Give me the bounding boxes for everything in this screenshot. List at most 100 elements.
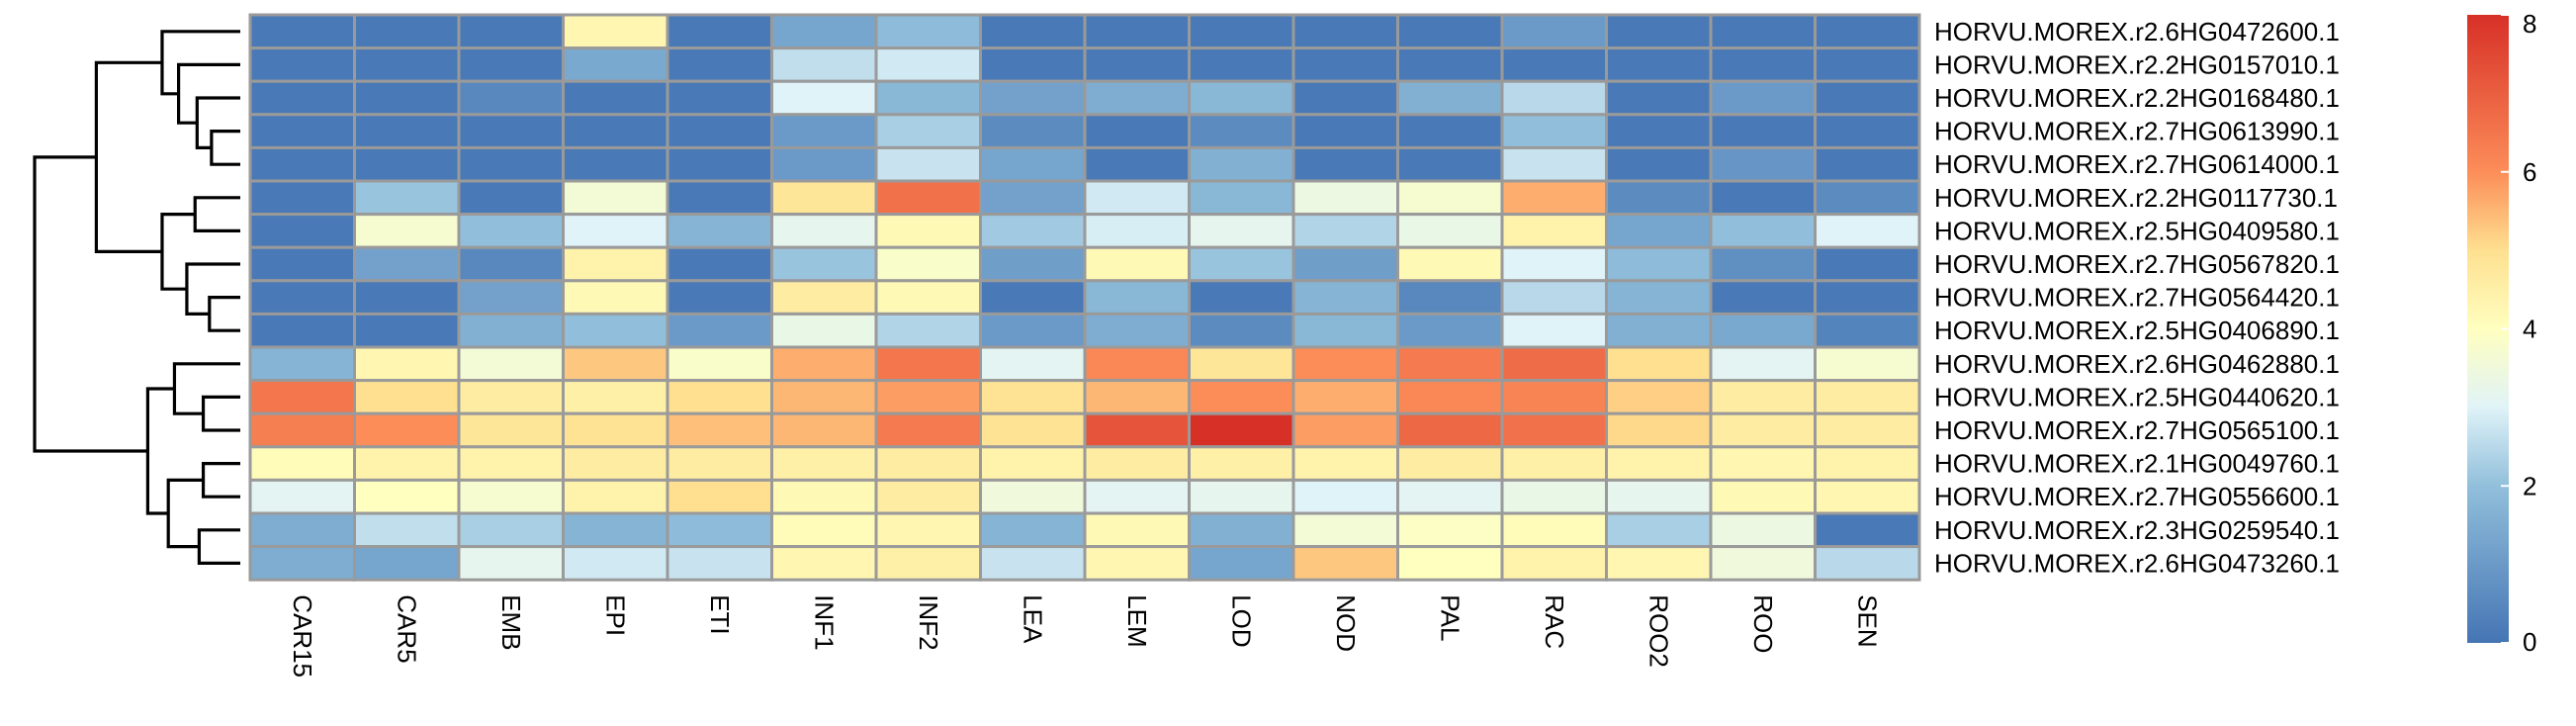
- heatmap-cell: [1083, 13, 1191, 50]
- heatmap-cell: [874, 279, 982, 316]
- heatmap-cell: [1291, 13, 1399, 50]
- heatmap-cell: [1396, 13, 1504, 50]
- heatmap-cell: [1500, 145, 1608, 183]
- heatmap-cell: [1605, 411, 1713, 449]
- heatmap-cell: [1709, 545, 1817, 582]
- heatmap-cell: [666, 478, 773, 515]
- heatmap-cell: [770, 145, 878, 183]
- row-label: HORVU.MOREX.r2.3HG0259540.1: [1934, 515, 2340, 545]
- heatmap-cell: [562, 179, 669, 217]
- heatmap-cell: [1605, 113, 1713, 149]
- heatmap-cell: [1291, 179, 1399, 217]
- heatmap-cell: [1291, 245, 1399, 283]
- heatmap-cell: [1188, 545, 1295, 582]
- heatmap-cell: [1605, 79, 1713, 117]
- heatmap-cell: [248, 13, 356, 50]
- heatmap-cell: [1709, 411, 1817, 449]
- color-legend: 0 2 4 6 8: [2467, 9, 2536, 657]
- heatmap-cell: [353, 179, 461, 217]
- heatmap-cell: [353, 279, 461, 316]
- heatmap-cell: [770, 312, 878, 349]
- heatmap-cell: [666, 511, 773, 549]
- heatmap-cell: [1291, 312, 1399, 349]
- heatmap-cell: [562, 46, 669, 83]
- heatmap-cell: [1814, 213, 1921, 249]
- heatmap-cell: [1188, 245, 1295, 283]
- heatmap-cell: [666, 113, 773, 149]
- heatmap-cell: [248, 213, 356, 249]
- heatmap-cell: [1814, 478, 1921, 515]
- column-label: LEM: [1122, 594, 1152, 647]
- column-label: NOD: [1331, 594, 1361, 652]
- heatmap-cell: [248, 511, 356, 549]
- heatmap-cell: [1814, 46, 1921, 83]
- heatmap-cell: [562, 379, 669, 415]
- heatmap-cell: [1291, 79, 1399, 117]
- heatmap-cell: [770, 79, 878, 117]
- heatmap-cells: [248, 13, 1921, 582]
- heatmap-cell: [874, 179, 982, 217]
- heatmap-cell: [1188, 445, 1295, 482]
- heatmap-cell: [979, 13, 1087, 50]
- heatmap-cell: [1709, 511, 1817, 549]
- heatmap-cell: [979, 379, 1087, 415]
- heatmap-cell: [1500, 379, 1608, 415]
- heatmap-cell: [1188, 46, 1295, 83]
- heatmap-cell: [1083, 113, 1191, 149]
- row-label: HORVU.MOREX.r2.5HG0406890.1: [1934, 316, 2340, 345]
- heatmap-cell: [1709, 312, 1817, 349]
- heatmap-cell: [1188, 312, 1295, 349]
- heatmap-cell: [248, 279, 356, 316]
- heatmap-cell: [1083, 312, 1191, 349]
- heatmap-cell: [248, 79, 356, 117]
- heatmap-cell: [1188, 511, 1295, 549]
- heatmap-cell: [1709, 379, 1817, 415]
- heatmap-cell: [457, 46, 565, 83]
- heatmap-cell: [1814, 312, 1921, 349]
- heatmap-cell: [1083, 545, 1191, 582]
- heatmap-cell: [770, 411, 878, 449]
- heatmap-cell: [1500, 245, 1608, 283]
- heatmap-cell: [1605, 445, 1713, 482]
- heatmap-cell: [1814, 113, 1921, 149]
- heatmap-cell: [770, 445, 878, 482]
- heatmap-cell: [979, 345, 1087, 383]
- heatmap-cell: [1500, 545, 1608, 582]
- column-label: LEA: [1018, 594, 1047, 644]
- heatmap-cell: [874, 411, 982, 449]
- dendrogram-branch: [185, 262, 240, 316]
- heatmap-cell: [457, 13, 565, 50]
- heatmap-cell: [457, 79, 565, 117]
- heatmap-cell: [1396, 279, 1504, 316]
- heatmap-cell: [1500, 46, 1608, 83]
- heatmap-cell: [248, 113, 356, 149]
- heatmap-cell: [1188, 379, 1295, 415]
- heatmap-cell: [979, 113, 1087, 149]
- row-label: HORVU.MOREX.r2.5HG0409580.1: [1934, 216, 2340, 245]
- heatmap-cell: [1500, 79, 1608, 117]
- heatmap-cell: [1396, 179, 1504, 217]
- heatmap-cell: [1188, 478, 1295, 515]
- heatmap-cell: [353, 478, 461, 515]
- heatmap-cell: [248, 545, 356, 582]
- heatmap-cell: [1396, 445, 1504, 482]
- heatmap-cell: [353, 379, 461, 415]
- heatmap-cell: [1709, 113, 1817, 149]
- heatmap-cell: [1709, 46, 1817, 83]
- dendrogram-branch: [33, 155, 148, 453]
- heatmap-cell: [770, 511, 878, 549]
- heatmap-cell: [770, 46, 878, 83]
- heatmap-cell: [1605, 279, 1713, 316]
- heatmap-cell: [562, 79, 669, 117]
- heatmap-cell: [770, 113, 878, 149]
- heatmap-cell: [1188, 145, 1295, 183]
- heatmap-cell: [666, 79, 773, 117]
- heatmap-cell: [666, 145, 773, 183]
- heatmap-cell: [1291, 46, 1399, 83]
- heatmap-cell: [770, 13, 878, 50]
- heatmap-cell: [1291, 445, 1399, 482]
- heatmap-cell: [666, 179, 773, 217]
- heatmap-cell: [979, 79, 1087, 117]
- heatmap-cell: [1083, 279, 1191, 316]
- heatmap-cell: [353, 545, 461, 582]
